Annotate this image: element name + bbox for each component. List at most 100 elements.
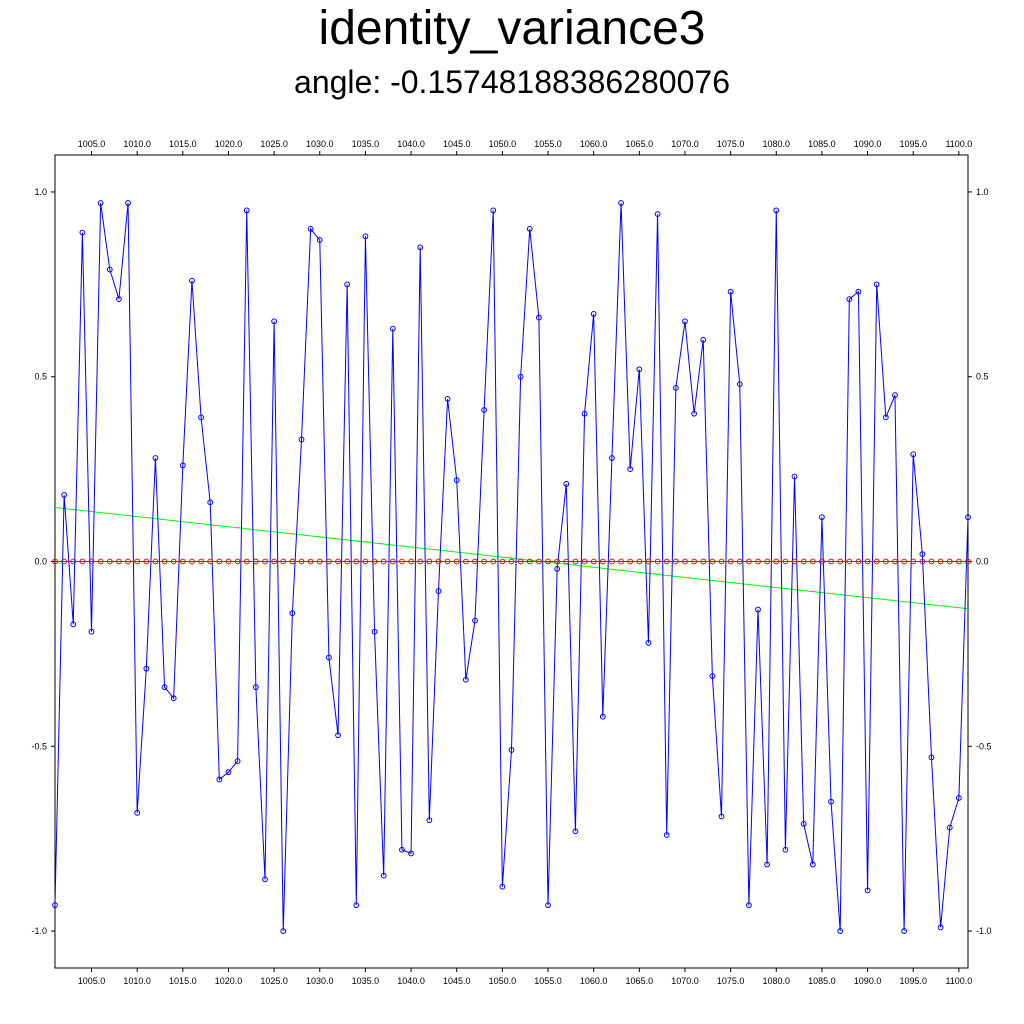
series-1-point (745, 558, 752, 565)
series-1-point (170, 558, 177, 565)
series-1-point (691, 558, 697, 565)
series-0-point (526, 226, 533, 232)
series-1-point (252, 558, 259, 565)
series-1-point (572, 558, 579, 565)
series-0-point (892, 392, 898, 399)
x-tick-label-bottom: 1090.0 (854, 976, 882, 986)
x-tick-label-top: 1035.0 (352, 139, 380, 149)
series-0-point (252, 684, 259, 691)
x-tick-label-top: 1080.0 (763, 139, 791, 149)
series-0-point (161, 684, 168, 691)
series-1-point (243, 558, 250, 565)
series-0-point (225, 769, 232, 776)
series-0-point (170, 695, 177, 702)
x-tick-label-bottom: 1050.0 (489, 976, 517, 986)
series-1-point (736, 558, 743, 565)
series-1-point (79, 558, 86, 565)
x-tick-label-top: 1055.0 (534, 139, 562, 149)
series-0-point (517, 373, 524, 380)
y-tick-label-right: 1.0 (976, 187, 989, 197)
series-1-point (609, 558, 615, 565)
y-tick-label-left: 0.0 (34, 557, 47, 567)
series-0-point (554, 565, 561, 572)
x-tick-label-top: 1100.0 (945, 139, 972, 149)
series-0-point (307, 226, 314, 232)
series-0-point (745, 902, 752, 909)
series-1-point (389, 558, 396, 565)
series-1-point (535, 558, 542, 565)
x-tick-label-bottom: 1025.0 (260, 976, 288, 986)
series-0-point (736, 381, 743, 388)
series-1-point (472, 558, 478, 565)
chart-subtitle: angle: -0.15748188386280076 (294, 64, 730, 100)
y-tick-label-left: 1.0 (34, 187, 47, 197)
series-1-point (581, 558, 588, 565)
series-1-point (937, 558, 944, 565)
series-0-point (672, 384, 679, 391)
series-0-point (873, 281, 880, 288)
series-0-point (389, 325, 396, 332)
series-0-point (535, 314, 542, 321)
series-1-point (654, 558, 661, 565)
series-1-point (764, 558, 771, 565)
x-tick-label-bottom: 1075.0 (717, 976, 745, 986)
series-1-point (828, 558, 834, 565)
series-1-point (517, 558, 524, 565)
x-tick-label-bottom: 1100.0 (945, 976, 972, 986)
x-tick-label-top: 1090.0 (854, 139, 882, 149)
series-0-point (143, 665, 150, 672)
series-0-point (590, 311, 597, 317)
series-1-point (882, 558, 889, 565)
series-1-point (280, 558, 287, 565)
series-1-point (380, 558, 387, 565)
series-0-point (773, 207, 780, 214)
series-1-point (179, 558, 186, 565)
series-0-point (609, 455, 615, 461)
series-1-point (627, 558, 634, 565)
x-tick-label-bottom: 1015.0 (169, 976, 197, 986)
series-0-point (791, 473, 798, 480)
series-1-point (189, 558, 195, 565)
series-0-point (618, 200, 624, 206)
x-tick-label-top: 1070.0 (671, 139, 699, 149)
series-1-point (52, 558, 58, 565)
x-tick-label-top: 1045.0 (443, 139, 471, 149)
x-tick-label-top: 1075.0 (717, 139, 745, 149)
series-1-point (106, 558, 113, 565)
series-1-point (636, 558, 643, 565)
series-0-point (344, 281, 351, 288)
series-0-point (901, 928, 907, 934)
series-0-point (718, 813, 725, 820)
series-0-point (216, 776, 223, 783)
series-0-point (198, 414, 204, 421)
series-1-point (545, 558, 551, 565)
series-0-point (134, 809, 141, 816)
series-0-point (408, 850, 414, 857)
x-tick-label-top: 1020.0 (215, 139, 243, 149)
series-1-point (490, 558, 497, 565)
series-0-point (234, 758, 241, 764)
x-tick-label-bottom: 1095.0 (899, 976, 927, 986)
x-tick-label-top: 1005.0 (78, 139, 106, 149)
series-0-point (399, 846, 405, 853)
x-tick-label-bottom: 1085.0 (808, 976, 836, 986)
series-0-point (326, 654, 332, 661)
series-0-point (572, 828, 579, 835)
x-tick-label-bottom: 1045.0 (443, 976, 471, 986)
series-1-point (335, 558, 341, 565)
series-0-point (79, 229, 86, 236)
series-1-point (645, 558, 652, 565)
series-0-point (426, 817, 433, 824)
x-tick-label-bottom: 1055.0 (534, 976, 562, 986)
series-0-point (462, 676, 469, 683)
trend-line (54, 507, 969, 610)
x-tick-label-top: 1015.0 (169, 139, 197, 149)
series-1-point (864, 558, 871, 565)
series-1-point (563, 558, 570, 565)
y-tick-label-right: 0.5 (976, 372, 989, 382)
series-0-point (353, 902, 360, 909)
series-1-point (61, 558, 68, 565)
series-1-point (618, 558, 624, 565)
series-0-point (819, 514, 825, 521)
series-1-point (70, 558, 77, 565)
